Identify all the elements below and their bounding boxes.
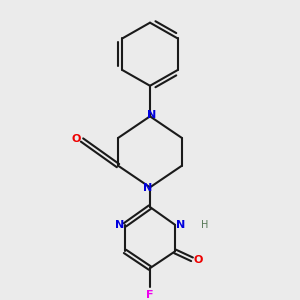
Text: F: F (146, 290, 154, 300)
Text: N: N (116, 220, 124, 230)
Text: N: N (147, 110, 157, 120)
Text: N: N (176, 220, 186, 230)
Text: N: N (143, 183, 153, 193)
Text: H: H (201, 220, 209, 230)
Text: O: O (193, 255, 203, 265)
Text: O: O (71, 134, 81, 144)
